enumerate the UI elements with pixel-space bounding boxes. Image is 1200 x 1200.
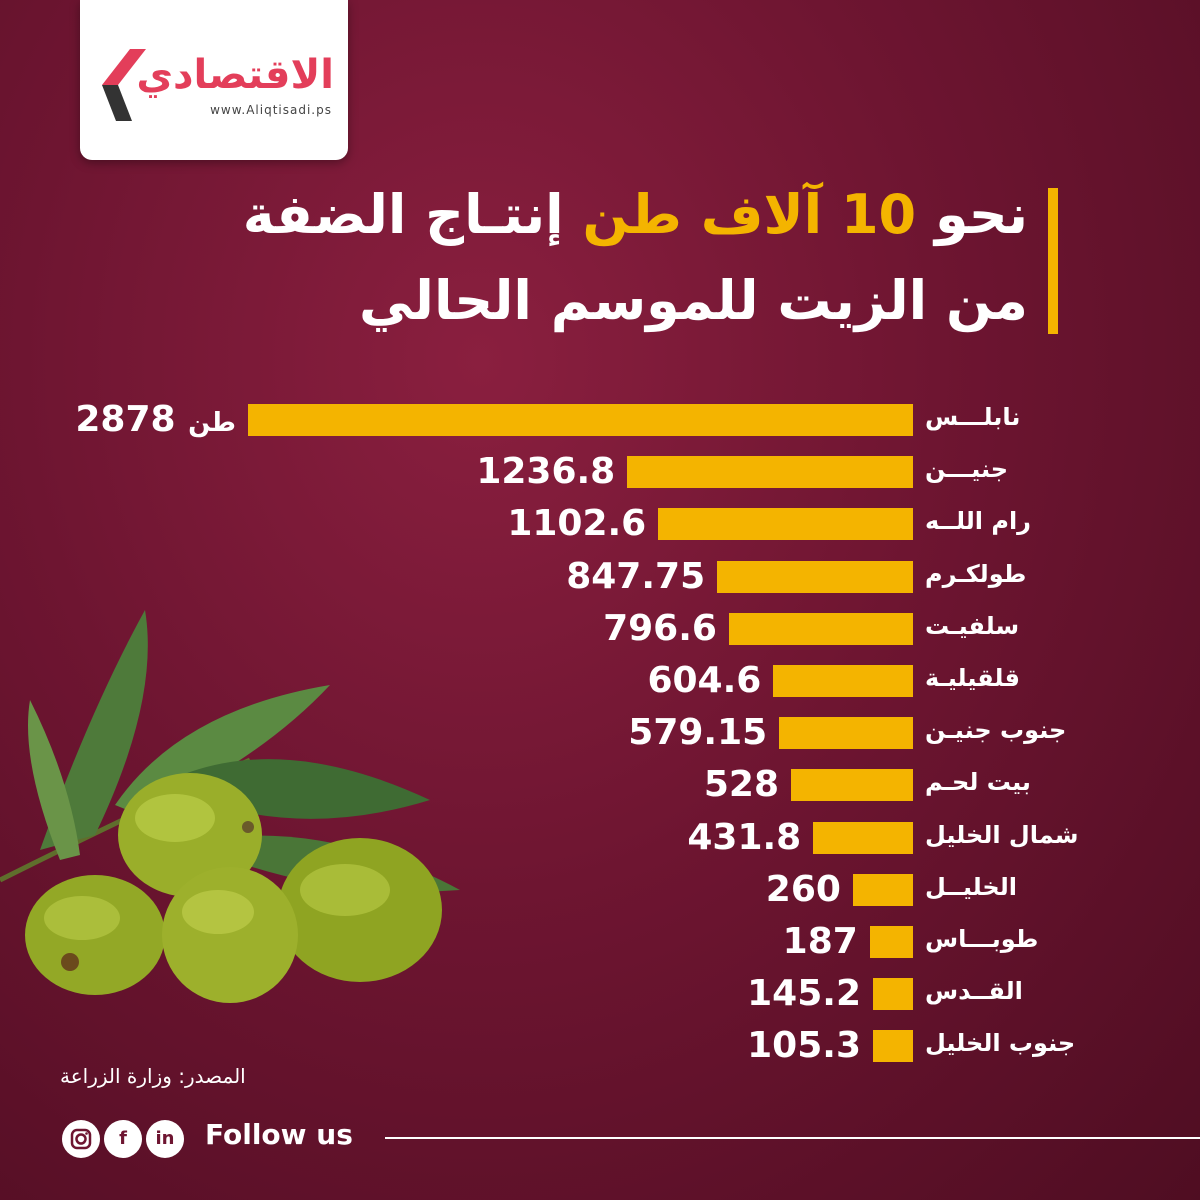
- bar-category-label: سلفيـت: [925, 611, 1020, 640]
- bar: [779, 717, 913, 750]
- bar-value-label: 528: [703, 764, 779, 806]
- bar: [658, 508, 913, 541]
- title-line-1-pre: نحو: [934, 183, 1028, 246]
- bar: [873, 1030, 913, 1063]
- title-line-1-post: إنتـاج الضفة: [242, 183, 564, 246]
- bar-category-label: طولكـرم: [925, 559, 1027, 588]
- bar: [248, 404, 913, 436]
- title-accent-bar: [1048, 188, 1058, 334]
- bar-value-label: 260: [765, 868, 841, 910]
- olive-branch-illustration: [0, 610, 460, 1003]
- page-title: نحو 10 آلاف طن إنتـاج الضفة من الزيت للم…: [208, 172, 1028, 344]
- title-highlight: 10 آلاف طن: [582, 183, 917, 246]
- bar-category-label: الخليــل: [925, 872, 1017, 901]
- source-note: المصدر: وزارة الزراعة: [60, 1064, 246, 1088]
- bar-category-label: القــدس: [925, 977, 1023, 1006]
- footer-divider: [385, 1137, 1200, 1139]
- bar: [873, 978, 913, 1011]
- bar: [728, 612, 913, 645]
- title-line-2: من الزيت للموسم الحالي: [359, 269, 1028, 332]
- bar-value-label: 1102.6: [507, 503, 647, 545]
- follow-us-label: Follow us: [205, 1118, 353, 1151]
- bar: [717, 560, 913, 593]
- bar: [773, 665, 913, 697]
- instagram-icon[interactable]: [62, 1120, 100, 1158]
- bar: [869, 926, 913, 958]
- facebook-icon[interactable]: f: [104, 1120, 142, 1158]
- bar: [852, 873, 913, 906]
- logo-url: www.Aliqtisadi.ps: [210, 103, 332, 117]
- bar-value-label: 2878 طن: [75, 399, 236, 440]
- bar: [790, 769, 913, 802]
- bar-category-label: رام اللــه: [925, 507, 1031, 536]
- bar-value-label: 105.3: [747, 1025, 861, 1067]
- bar-value-label: 431.8: [687, 816, 802, 858]
- unit-label: طن: [188, 408, 236, 438]
- bar-category-label: نابلـــس: [925, 403, 1021, 431]
- bar: [813, 821, 913, 854]
- bar-value-label: 1236.8: [476, 451, 616, 493]
- logo-name: الاقتصادي: [136, 52, 334, 98]
- bar-category-label: بيت لحـم: [925, 768, 1031, 797]
- bar-value-label: 579.15: [628, 712, 768, 754]
- bar-value-label: 604.6: [647, 660, 762, 701]
- bar-category-label: جنيـــن: [925, 455, 1009, 484]
- bar: [627, 456, 913, 489]
- logo-mark-icon: [102, 49, 146, 121]
- logo-card: الاقتصادي www.Aliqtisadi.ps: [80, 0, 348, 160]
- bar-category-label: قلقيليـة: [925, 664, 1020, 692]
- linkedin-icon[interactable]: in: [146, 1120, 184, 1158]
- title-line-1: نحو 10 آلاف طن إنتـاج الضفة: [208, 172, 1028, 258]
- bar-value-label: 847.75: [566, 555, 706, 597]
- bar-category-label: طوبـــاس: [925, 925, 1039, 953]
- bar-value-label: 187: [782, 921, 858, 962]
- bar-category-label: جنوب جنيـن: [925, 716, 1067, 745]
- bar-category-label: جنوب الخليل: [925, 1029, 1076, 1058]
- bar-value-label: 145.2: [747, 973, 861, 1015]
- bar-value-label: 796.6: [603, 607, 717, 649]
- bar-category-label: شمال الخليل: [925, 820, 1079, 849]
